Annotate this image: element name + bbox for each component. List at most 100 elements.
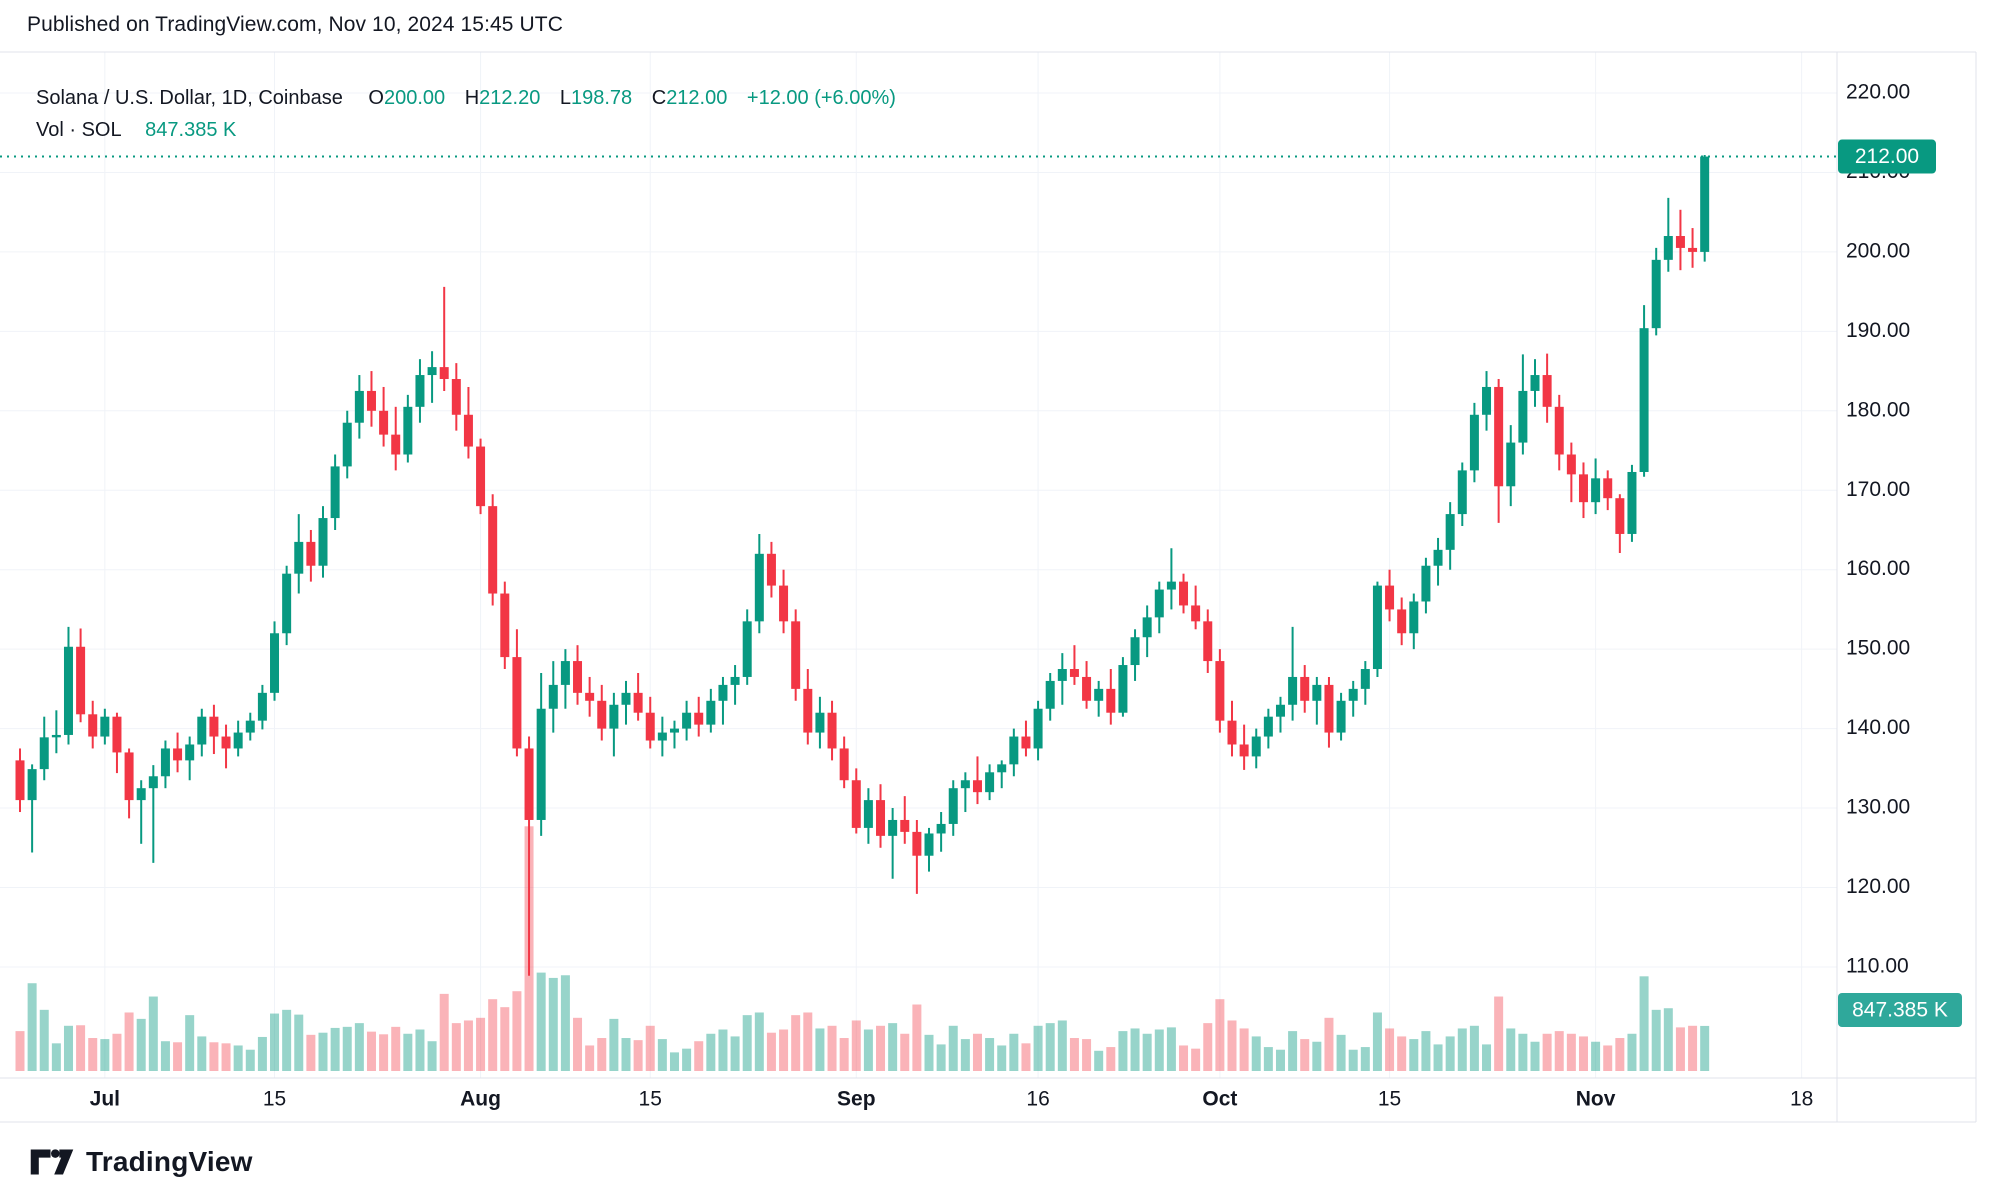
volume-bar xyxy=(391,1026,401,1071)
candle-series xyxy=(15,154,1710,976)
volume-bar xyxy=(512,991,522,1071)
volume-bar xyxy=(754,1012,764,1071)
volume-bar xyxy=(1312,1041,1322,1071)
volume-bar xyxy=(342,1026,352,1071)
candle-body xyxy=(876,800,886,836)
volume-bar xyxy=(1445,1036,1455,1071)
volume-bar xyxy=(1082,1039,1092,1071)
candle-body xyxy=(15,760,25,801)
volume-bar xyxy=(1360,1047,1370,1071)
volume-bar xyxy=(366,1031,376,1071)
volume-bar xyxy=(197,1036,207,1071)
volume-bar xyxy=(1433,1044,1443,1071)
candle-body xyxy=(233,732,243,749)
candle-body xyxy=(366,390,376,411)
volume-bar xyxy=(560,975,570,1071)
candle-body xyxy=(924,833,934,856)
volume-bar xyxy=(1263,1047,1273,1071)
grid-lines xyxy=(0,52,1837,1078)
candle-body xyxy=(1578,474,1588,503)
volume-bar xyxy=(536,972,546,1071)
candle-body xyxy=(609,704,619,729)
volume-bar xyxy=(573,1017,583,1071)
volume-bar xyxy=(1069,1038,1079,1071)
candle-body xyxy=(294,541,304,574)
volume-bar xyxy=(476,1017,486,1071)
price-tick-label: 170.00 xyxy=(1846,478,1910,501)
candle-body xyxy=(136,788,146,801)
volume-bar xyxy=(415,1029,425,1071)
candle-body xyxy=(1457,470,1467,515)
volume-bar xyxy=(972,1033,982,1071)
volume-bar xyxy=(948,1025,958,1071)
volume-bar xyxy=(330,1027,340,1071)
candle-body xyxy=(573,661,583,693)
volume-bar xyxy=(1191,1048,1201,1071)
candle-body xyxy=(51,734,61,738)
volume-bar xyxy=(669,1052,679,1071)
candle-body xyxy=(1203,621,1213,662)
volume-bar xyxy=(985,1038,995,1071)
volume-bar xyxy=(270,1013,280,1071)
legend-row-volume: Vol · SOL 847.385 K xyxy=(36,114,896,146)
volume-bar xyxy=(88,1038,98,1071)
volume-bar xyxy=(1094,1050,1104,1071)
last-price-badge-bg xyxy=(1838,139,1936,174)
candle-body xyxy=(1263,716,1273,737)
candle-body xyxy=(1154,589,1164,618)
volume-bar xyxy=(15,1031,25,1071)
candle-body xyxy=(1482,386,1492,415)
volume-bar xyxy=(779,1029,789,1071)
candle-body xyxy=(1421,565,1431,602)
candle-body xyxy=(1530,375,1540,391)
volume-bar xyxy=(1506,1028,1516,1071)
volume-bar xyxy=(233,1045,243,1071)
volume-bar xyxy=(403,1033,413,1071)
candle-body xyxy=(1506,442,1516,487)
volume-bar xyxy=(682,1048,692,1071)
volume-bar xyxy=(488,999,498,1071)
candle-body xyxy=(1627,471,1637,534)
candle-body xyxy=(63,646,73,735)
volume-bar xyxy=(803,1012,813,1071)
time-tick-label: Aug xyxy=(460,1088,501,1111)
candle-body xyxy=(148,776,158,789)
price-tick-label: 200.00 xyxy=(1846,239,1910,262)
candle-body xyxy=(282,573,292,634)
volume-bar xyxy=(354,1023,364,1071)
volume-bar xyxy=(997,1045,1007,1071)
volume-bar xyxy=(633,1040,643,1071)
candle-body xyxy=(972,780,982,793)
price-scale[interactable]: 220.00210.00200.00190.00180.00170.00160.… xyxy=(1846,81,1910,978)
candle-body xyxy=(657,732,667,741)
volume-bar xyxy=(1566,1033,1576,1071)
candle-body xyxy=(1118,665,1128,713)
volume-bar xyxy=(1348,1049,1358,1071)
volume-bar xyxy=(427,1041,437,1071)
volume-bar xyxy=(718,1029,728,1071)
candle-body xyxy=(936,823,946,834)
volume-badge-text: 847.385 K xyxy=(1852,999,1948,1022)
volume-bar xyxy=(657,1039,667,1071)
candle-body xyxy=(1082,676,1092,701)
candle-body xyxy=(1360,669,1370,689)
price-tick-label: 150.00 xyxy=(1846,637,1910,660)
candle-body xyxy=(1069,669,1079,677)
chart-legend: Solana / U.S. Dollar, 1D, Coinbase O200.… xyxy=(36,82,896,146)
candle-body xyxy=(1251,736,1261,757)
volume-bar xyxy=(1700,1025,1710,1071)
candle-body xyxy=(379,410,389,435)
candle-body xyxy=(1106,688,1116,713)
tradingview-logo[interactable]: TradingView xyxy=(30,1146,253,1178)
volume-bar xyxy=(148,996,158,1071)
volume-bar xyxy=(306,1034,316,1071)
candle-body xyxy=(488,506,498,594)
candle-body xyxy=(1166,581,1176,590)
candle-body xyxy=(270,633,280,693)
candle-body xyxy=(1445,514,1455,550)
volume-bar xyxy=(827,1025,837,1071)
time-scale[interactable]: Jul 15 Aug 15 Sep 16 Oct 15 Nov 18 xyxy=(90,1088,1814,1111)
candle-body xyxy=(512,657,522,749)
candle-body xyxy=(851,780,861,828)
